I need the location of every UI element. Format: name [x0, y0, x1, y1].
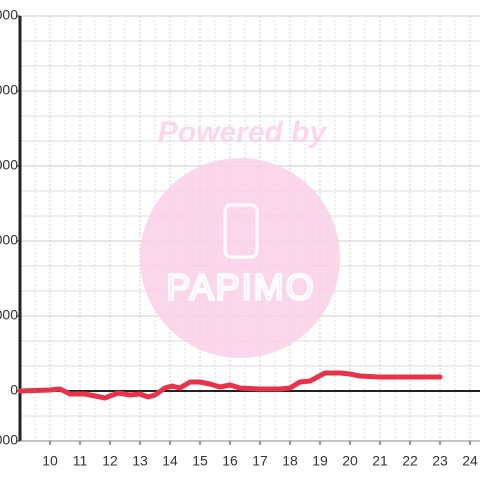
- x-tick-label: 24: [462, 453, 478, 469]
- x-tick-label: 15: [192, 453, 208, 469]
- x-tick-label: 23: [432, 453, 448, 469]
- x-tick-label: 22: [402, 453, 418, 469]
- x-tick-label: 16: [222, 453, 238, 469]
- y-tick-label: 60,000: [0, 232, 18, 248]
- x-tick-label: 10: [42, 453, 58, 469]
- x-tick-label: 17: [252, 453, 268, 469]
- x-tick-label: 12: [102, 453, 118, 469]
- x-tick-label: 21: [372, 453, 388, 469]
- y-tick-label: 150,000: [0, 7, 18, 23]
- watermark-icon: [223, 203, 259, 259]
- x-tick-label: 11: [73, 453, 88, 469]
- series-line: [17, 370, 443, 401]
- x-tick-label: 20: [342, 453, 358, 469]
- y-tick-label: -20,000: [0, 432, 18, 448]
- y-tick-label: 120,000: [0, 82, 18, 98]
- watermark-logo: PAPIMO: [166, 267, 315, 308]
- watermark: Powered by PAPIMO: [140, 116, 340, 358]
- y-tick-label: 30,000: [0, 307, 18, 323]
- y-tick-label: 90,000: [0, 157, 18, 173]
- watermark-text: Powered by: [158, 116, 328, 149]
- x-tick-label: 19: [312, 453, 328, 469]
- x-tick-label: 14: [162, 453, 178, 469]
- x-tick-label: 13: [132, 453, 148, 469]
- x-tick-label: 18: [282, 453, 298, 469]
- y-tick-label: 0: [10, 382, 18, 398]
